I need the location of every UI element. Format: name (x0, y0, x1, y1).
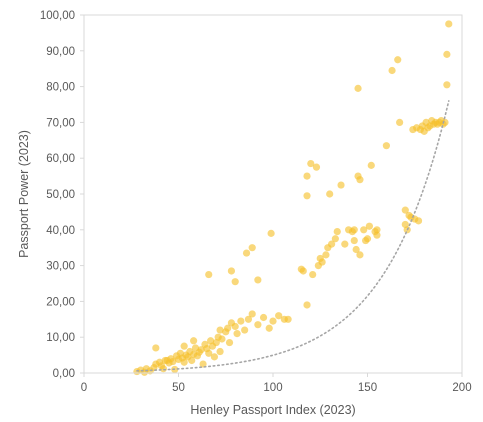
data-point (303, 172, 311, 180)
data-point (309, 270, 317, 279)
data-point (159, 365, 167, 373)
data-point (303, 192, 311, 200)
data-point (350, 226, 358, 234)
axes: 0,00 10,00 20,00 30,00 40,00 50,00 60,00 70,00 8… (40, 10, 472, 394)
data-point (373, 231, 381, 239)
trendline (136, 100, 450, 372)
data-point (205, 270, 213, 279)
y-tick-label: 60,00 (46, 153, 75, 165)
data-point (396, 118, 404, 126)
data-point (227, 267, 236, 275)
data-point (180, 358, 188, 366)
data-point (216, 347, 224, 356)
data-point (360, 226, 368, 234)
data-point (190, 337, 198, 345)
data-point (254, 276, 262, 284)
data-point (382, 142, 390, 150)
data-point (388, 66, 396, 75)
data-point (414, 217, 423, 225)
data-point (354, 84, 362, 92)
plot-area (133, 20, 453, 376)
x-tick-label: 150 (358, 382, 377, 394)
data-point (231, 322, 239, 331)
data-point (233, 330, 241, 338)
x-tick-label: 200 (452, 382, 471, 394)
data-point (163, 356, 171, 365)
data-point (199, 360, 207, 368)
data-point (218, 335, 226, 343)
y-tick-label: 100,00 (40, 10, 75, 22)
data-point (237, 317, 245, 325)
y-tick-label: 70,00 (46, 117, 75, 129)
data-point (205, 349, 213, 357)
data-point (356, 176, 364, 184)
y-tick-label: 90,00 (46, 46, 75, 58)
data-point (169, 357, 177, 366)
data-point (367, 161, 375, 169)
data-point (352, 245, 360, 254)
data-point (275, 312, 283, 320)
y-tick-label: 80,00 (46, 82, 75, 94)
data-point (248, 310, 256, 318)
y-tick-label: 10,00 (46, 332, 75, 344)
data-point (322, 251, 330, 259)
data-point (284, 315, 292, 323)
data-point (394, 56, 402, 64)
data-point (445, 20, 453, 28)
y-axis-title: Passport Power (2023) (17, 130, 31, 258)
data-point (244, 315, 253, 323)
data-point (299, 267, 307, 275)
y-tick-label: 0,00 (53, 368, 75, 380)
data-point (401, 206, 409, 214)
data-point (341, 240, 349, 248)
y-tick-label: 20,00 (46, 296, 75, 308)
data-point (267, 229, 275, 237)
data-point (259, 313, 268, 322)
data-point (307, 159, 315, 168)
data-point (356, 251, 364, 259)
data-point (188, 356, 196, 365)
data-point (269, 317, 277, 325)
y-tick-label: 40,00 (46, 225, 75, 237)
data-point (241, 326, 249, 334)
data-point (373, 226, 381, 234)
data-point (242, 249, 251, 257)
data-point (326, 190, 334, 198)
data-point (363, 235, 372, 243)
data-point (248, 244, 256, 252)
x-tick-label: 100 (263, 382, 282, 394)
y-tick-label: 30,00 (46, 261, 75, 273)
x-tick-label: 50 (172, 382, 185, 394)
data-point (225, 338, 234, 347)
y-tick-label: 50,00 (46, 189, 75, 201)
data-point (152, 344, 160, 352)
data-point (312, 163, 321, 171)
data-point (350, 236, 358, 245)
data-point (254, 321, 262, 329)
data-point (318, 258, 326, 266)
data-point (224, 324, 232, 332)
data-point (180, 342, 188, 350)
data-point (365, 222, 373, 230)
data-point (337, 181, 345, 189)
data-point (210, 353, 219, 361)
data-point (441, 118, 449, 126)
data-point (327, 240, 336, 248)
data-point (231, 278, 239, 286)
x-axis-title: Henley Passport Index (2023) (190, 403, 355, 417)
x-tick-label: 0 (81, 382, 87, 394)
data-point (443, 81, 451, 89)
data-point (331, 235, 339, 243)
data-point (265, 324, 273, 332)
data-point (197, 346, 205, 354)
data-point (333, 227, 341, 236)
data-point (443, 50, 451, 58)
data-point (216, 326, 224, 334)
data-point (303, 301, 311, 309)
